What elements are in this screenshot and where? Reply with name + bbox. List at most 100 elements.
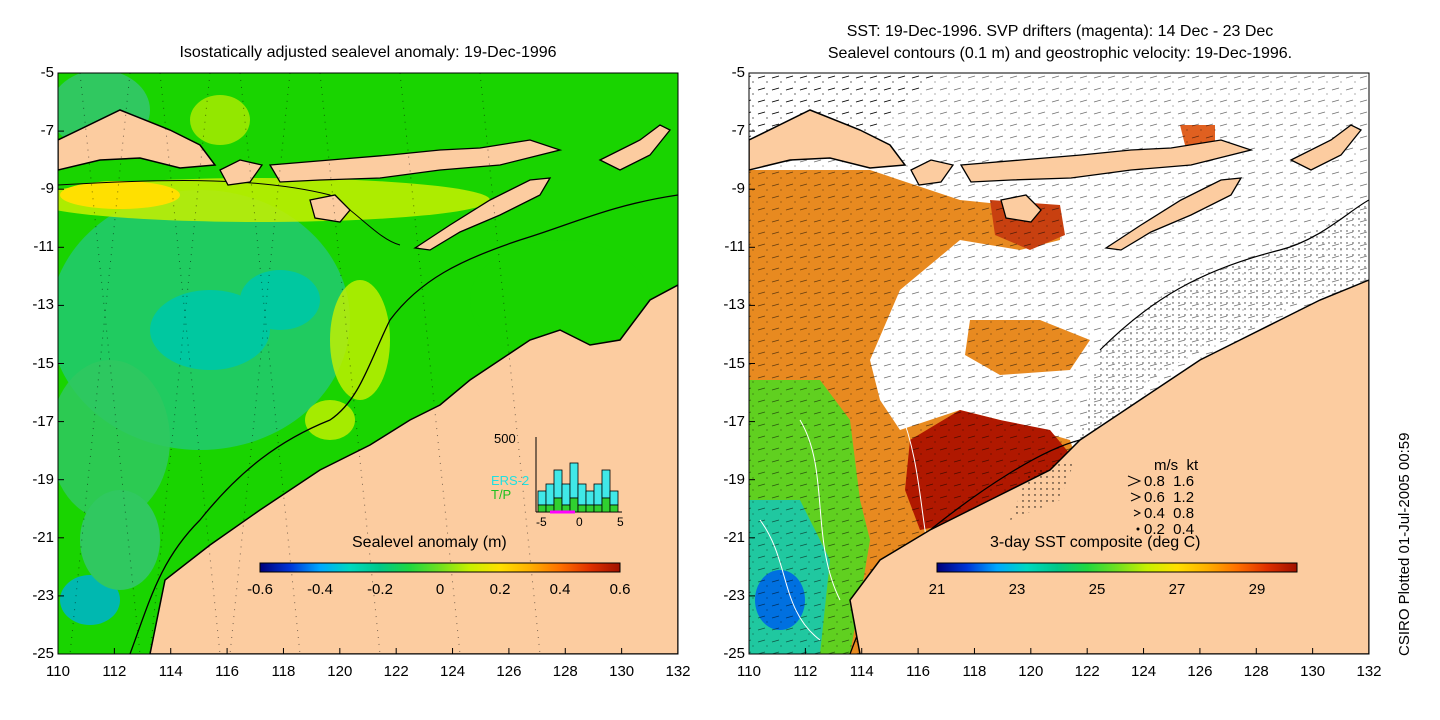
inset-bar-tp	[537, 504, 547, 513]
right-xtick-label: 114	[849, 663, 874, 680]
right-xtick-label: 118	[962, 663, 987, 680]
left-australia-land	[149, 284, 678, 654]
left-ytick-label: -21	[32, 528, 54, 546]
velocity-legend-row-4: 0.2 0.4	[1144, 521, 1195, 538]
inset-ymax-label: 500	[494, 431, 516, 446]
left-axis-ticks	[57, 72, 679, 655]
right-xtick-label: 132	[1356, 663, 1382, 680]
right-australia-land	[849, 279, 1369, 654]
right-ytick-label: -13	[723, 296, 745, 314]
left-java-land	[58, 109, 217, 171]
left-xtick-label: 124	[440, 663, 466, 680]
left-xtick-label: 130	[609, 663, 635, 680]
left-anomaly-field	[58, 73, 650, 625]
left-sumba-land	[309, 194, 351, 223]
left-colorbar-tick-label: -0.2	[367, 581, 393, 598]
left-isobath-north	[58, 180, 401, 246]
inset-bar-tp	[569, 497, 579, 513]
velocity-legend-row-1: 0.8 1.6	[1144, 473, 1195, 490]
right-xtick-label: 122	[1074, 663, 1100, 680]
right-ytick-label: -15	[723, 354, 745, 372]
right-tanimbar-land	[1289, 124, 1363, 171]
left-colorbar-tick-label: 0.4	[549, 581, 571, 598]
left-ytick-label: -15	[32, 354, 54, 372]
right-colorbar-label: 3-day SST composite (deg C)	[990, 534, 1201, 551]
right-ytick-label: -11	[724, 238, 745, 256]
left-colorbar-tick-label: -0.6	[247, 581, 273, 598]
left-xtick-label: 132	[665, 663, 691, 680]
left-ytick-label: -11	[33, 238, 54, 256]
right-xtick-label: 116	[906, 663, 931, 680]
left-ytick-label: -9	[40, 180, 54, 198]
left-ytick-label: -25	[32, 645, 54, 662]
velocity-legend-header: m/s kt	[1154, 457, 1199, 474]
right-xtick-label: 124	[1131, 663, 1157, 680]
right-colorbar-tick-label: 21	[928, 581, 946, 598]
right-colorbar-tick-label: 27	[1168, 581, 1186, 598]
inset-bar-ers2	[569, 462, 579, 499]
inset-bar-ers2	[601, 469, 611, 499]
right-ytick-label: -7	[731, 122, 745, 140]
left-xtick-label: 110	[46, 663, 70, 680]
inset-bar-tp	[553, 497, 563, 513]
right-axis-ticks	[748, 72, 1370, 655]
inset-xtick-2: 5	[617, 515, 624, 529]
left-colorbar	[259, 562, 621, 573]
left-colorbar-tick-label: 0.6	[609, 581, 631, 598]
inset-bar-tp	[601, 497, 611, 513]
inset-xtick-0: -5	[536, 515, 547, 529]
inset-bar-tp	[577, 504, 587, 513]
inset-bars	[537, 462, 619, 513]
right-map	[749, 73, 1369, 654]
left-xtick-label: 116	[215, 663, 240, 680]
left-isobath-200m	[129, 194, 678, 654]
inset-bar-tp	[585, 504, 595, 513]
right-xtick-label: 120	[1018, 663, 1044, 680]
left-ytick-label: -5	[40, 64, 54, 81]
left-xtick-label: 112	[102, 663, 127, 680]
credit-text: CSIRO Plotted 01-Jul-2005 00:59	[1396, 432, 1413, 656]
inset-bar-ers2	[585, 490, 595, 506]
left-ytick-label: -23	[32, 586, 54, 604]
right-colorbar-tick-label: 23	[1008, 581, 1026, 598]
left-ytick-label: -19	[32, 470, 54, 488]
left-xtick-label: 122	[383, 663, 409, 680]
inset-bar-ers2	[593, 483, 603, 506]
velocity-legend-arrows	[1127, 475, 1142, 531]
left-colorbar-label: Sealevel anomaly (m)	[352, 534, 507, 551]
right-sumbawa-land	[910, 159, 955, 186]
inset-bar-ers2	[609, 490, 619, 506]
left-xtick-label: 126	[496, 663, 522, 680]
velocity-legend-row-3: 0.4 0.8	[1144, 505, 1195, 522]
inset-bar-ers2	[537, 490, 547, 506]
right-ytick-label: -9	[731, 180, 745, 198]
left-xtick-label: 114	[158, 663, 183, 680]
left-panel-title: Isostatically adjusted sealevel anomaly:…	[179, 44, 557, 61]
right-flores-land	[959, 139, 1254, 183]
left-map	[58, 73, 678, 654]
inset-bar-tp	[593, 504, 603, 513]
right-panel-title-line2: Sealevel contours (0.1 m) and geostrophi…	[827, 45, 1293, 62]
inset-bar-tp	[609, 504, 619, 513]
inset-series-tp: T/P	[491, 487, 512, 502]
inset-histogram	[535, 437, 622, 514]
right-xtick-label: 110	[737, 663, 761, 680]
right-ytick-label: -17	[723, 412, 745, 430]
right-colorbar	[936, 562, 1298, 573]
right-ytick-label: -21	[723, 528, 745, 546]
right-ytick-label: -23	[723, 586, 745, 604]
right-timor-land	[1104, 177, 1243, 251]
left-flores-land	[268, 139, 563, 183]
right-sumba-land	[1000, 194, 1042, 223]
left-xtick-label: 120	[327, 663, 353, 680]
left-sumbawa-land	[219, 159, 264, 186]
right-xtick-label: 130	[1300, 663, 1326, 680]
right-ytick-label: -25	[723, 645, 745, 662]
left-ytick-label: -7	[40, 122, 54, 140]
right-ytick-label: -5	[731, 64, 745, 81]
right-colorbar-tick-label: 29	[1248, 581, 1266, 598]
inset-xtick-1: 0	[576, 515, 583, 529]
right-panel-title-line1: SST: 19-Dec-1996. SVP drifters (magenta)…	[846, 23, 1274, 40]
left-timor-land	[413, 177, 552, 251]
